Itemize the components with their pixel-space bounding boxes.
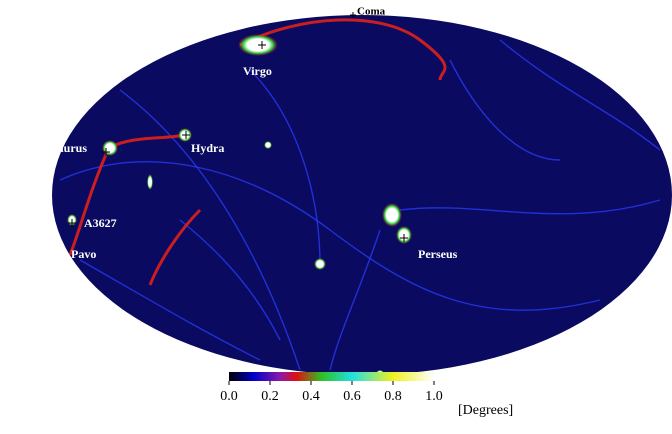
colorbar-tick-label: 0.4 bbox=[302, 389, 320, 404]
label-virgo: Virgo bbox=[243, 64, 272, 78]
colorbar-tick-label: 0.8 bbox=[384, 389, 402, 404]
label-perseus: Perseus bbox=[418, 247, 458, 261]
colorbar: [Degrees] 0.0 0.2 0.4 0.6 0.8 1.0 bbox=[220, 372, 513, 418]
label-pavo: Pavo bbox=[71, 247, 96, 261]
colorbar-unit: [Degrees] bbox=[458, 403, 513, 418]
colorbar-tick-label: 0.6 bbox=[343, 389, 361, 404]
pavo-marker bbox=[61, 250, 69, 258]
sky-ellipse bbox=[52, 15, 672, 375]
label-hydra: Hydra bbox=[191, 141, 224, 155]
colorbar-gradient bbox=[229, 372, 434, 381]
label-coma: Coma bbox=[357, 6, 386, 18]
colorbar-tick-label: 0.2 bbox=[261, 389, 279, 404]
colorbar-tick-label: 1.0 bbox=[425, 389, 443, 404]
label-centaurus: Centaurus bbox=[33, 141, 87, 155]
colorbar-tick-label: 0.0 bbox=[220, 389, 238, 404]
label-a3627: A3627 bbox=[84, 216, 117, 230]
sky-map: Coma Virgo Centaurus Hydra A3627 Pavo Pe… bbox=[33, 6, 672, 376]
cluster-markers bbox=[68, 12, 408, 242]
